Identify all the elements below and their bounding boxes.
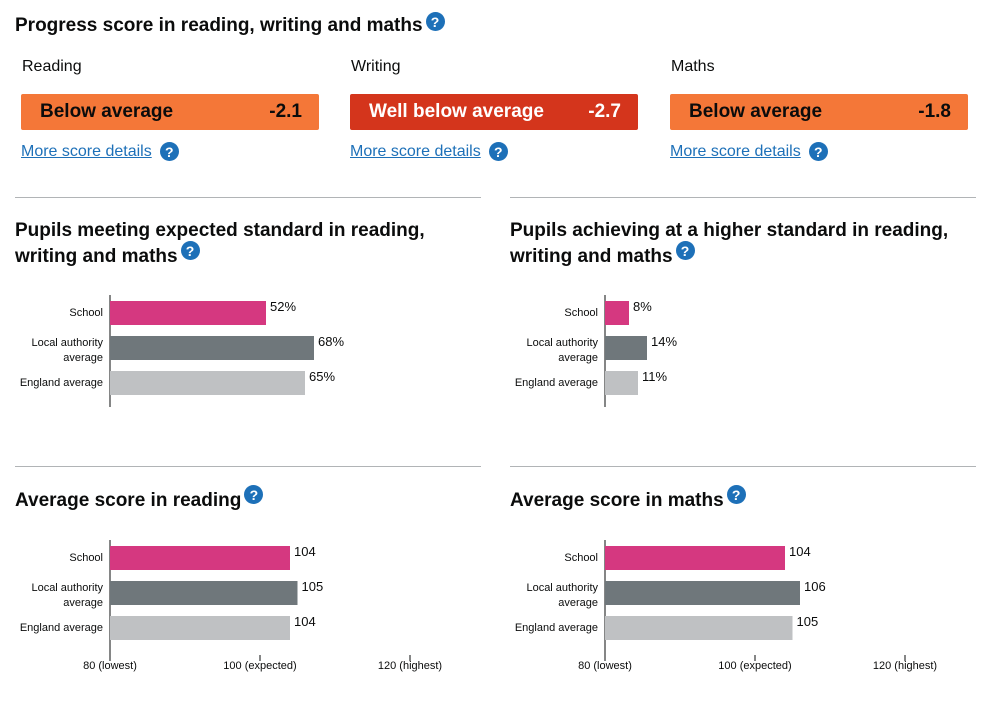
bar-school xyxy=(605,301,629,325)
score-value: -1.8 xyxy=(918,101,951,122)
data-label: 105 xyxy=(302,579,324,594)
maths-score-chart: School 104 Local authority average 106 Englan… xyxy=(515,540,937,672)
category-label: Local authority xyxy=(526,337,598,349)
category-label: average xyxy=(63,597,103,609)
subject-label: Maths xyxy=(671,58,715,75)
category-label: Local authority xyxy=(526,582,598,594)
help-icon[interactable]: ? xyxy=(425,12,445,31)
help-icon[interactable]: ? xyxy=(726,485,746,504)
section-title: Pupils achieving at a higher standard in… xyxy=(510,220,949,267)
score-badge: Well below average -2.7 xyxy=(350,94,638,130)
data-label: 52% xyxy=(270,299,296,314)
data-label: 104 xyxy=(294,544,316,559)
x-tick-label: 120 (highest) xyxy=(873,660,937,672)
category-label: School xyxy=(564,552,598,564)
section-title: Average score in reading? xyxy=(15,485,481,514)
category-label: Local authority xyxy=(31,337,103,349)
category-label: average xyxy=(558,352,598,364)
x-tick-label: 80 (lowest) xyxy=(578,660,632,672)
data-label: 68% xyxy=(318,334,344,349)
divider xyxy=(510,466,976,467)
divider xyxy=(510,197,976,198)
score-value: -2.7 xyxy=(588,101,621,122)
score-value: -2.1 xyxy=(269,101,302,122)
progress-maths: Maths Below average -1.8 More score deta… xyxy=(670,58,968,161)
bar-school xyxy=(110,546,290,570)
score-badge: Below average -1.8 xyxy=(670,94,968,130)
score-band: Well below average xyxy=(369,101,544,122)
expected-standard-chart: School 52% Local authority average 68% Englan… xyxy=(20,295,344,407)
x-tick-label: 80 (lowest) xyxy=(83,660,137,672)
data-label: 105 xyxy=(797,614,819,629)
help-icon[interactable]: ? xyxy=(244,485,264,504)
help-icon[interactable]: ? xyxy=(808,142,828,161)
category-label: England average xyxy=(515,622,598,634)
subject-label: Reading xyxy=(22,58,82,75)
bar-england xyxy=(605,371,638,395)
help-icon[interactable]: ? xyxy=(675,241,695,260)
x-tick-label: 120 (highest) xyxy=(378,660,442,672)
bar-england xyxy=(605,616,793,640)
category-label: England average xyxy=(515,377,598,389)
bar-local-authority xyxy=(605,581,800,605)
data-label: 65% xyxy=(309,369,335,384)
maths-score-section: Average score in maths? xyxy=(510,466,976,514)
category-label: School xyxy=(564,307,598,319)
help-icon[interactable]: ? xyxy=(180,241,200,260)
category-label: England average xyxy=(20,377,103,389)
score-band: Below average xyxy=(40,101,174,122)
higher-standard-chart: School 8% Local authority average 14% England… xyxy=(515,295,677,407)
bar-england xyxy=(110,616,290,640)
bar-local-authority xyxy=(110,336,314,360)
subject-label: Writing xyxy=(351,58,401,75)
category-label: average xyxy=(63,352,103,364)
more-score-details-link[interactable]: More score details xyxy=(670,142,801,160)
bar-local-authority xyxy=(110,581,298,605)
higher-standard-section: Pupils achieving at a higher standard in… xyxy=(510,197,976,270)
data-label: 14% xyxy=(651,334,677,349)
more-score-details-link[interactable]: More score details xyxy=(21,142,152,160)
expected-standard-section: Pupils meeting expected standard in read… xyxy=(15,197,481,270)
score-badge: Below average -2.1 xyxy=(21,94,319,130)
more-score-details-link[interactable]: More score details xyxy=(350,142,481,160)
reading-score-section: Average score in reading? xyxy=(15,466,481,514)
progress-writing: Writing Well below average -2.7 More sco… xyxy=(350,58,638,161)
data-label: 106 xyxy=(804,579,826,594)
x-tick-label: 100 (expected) xyxy=(718,660,791,672)
category-label: Local authority xyxy=(31,582,103,594)
category-label: average xyxy=(558,597,598,609)
data-label: 104 xyxy=(789,544,811,559)
bar-england xyxy=(110,371,305,395)
data-label: 104 xyxy=(294,614,316,629)
bar-local-authority xyxy=(605,336,647,360)
page-title: Progress score in reading, writing and m… xyxy=(15,12,445,37)
data-label: 8% xyxy=(633,299,652,314)
bar-school xyxy=(110,301,266,325)
score-band: Below average xyxy=(689,101,823,122)
help-icon[interactable]: ? xyxy=(488,142,508,161)
progress-reading: Reading Below average -2.1 More score de… xyxy=(21,58,319,161)
divider xyxy=(15,466,481,467)
x-tick-label: 100 (expected) xyxy=(223,660,296,672)
help-icon[interactable]: ? xyxy=(159,142,179,161)
section-title: Average score in maths? xyxy=(510,485,976,514)
bar-school xyxy=(605,546,785,570)
section-title: Pupils meeting expected standard in read… xyxy=(15,220,425,267)
category-label: School xyxy=(69,307,103,319)
category-label: School xyxy=(69,552,103,564)
divider xyxy=(15,197,481,198)
category-label: England average xyxy=(20,622,103,634)
data-label: 11% xyxy=(642,369,667,384)
reading-score-chart: School 104 Local authority average 105 Englan… xyxy=(20,540,442,672)
